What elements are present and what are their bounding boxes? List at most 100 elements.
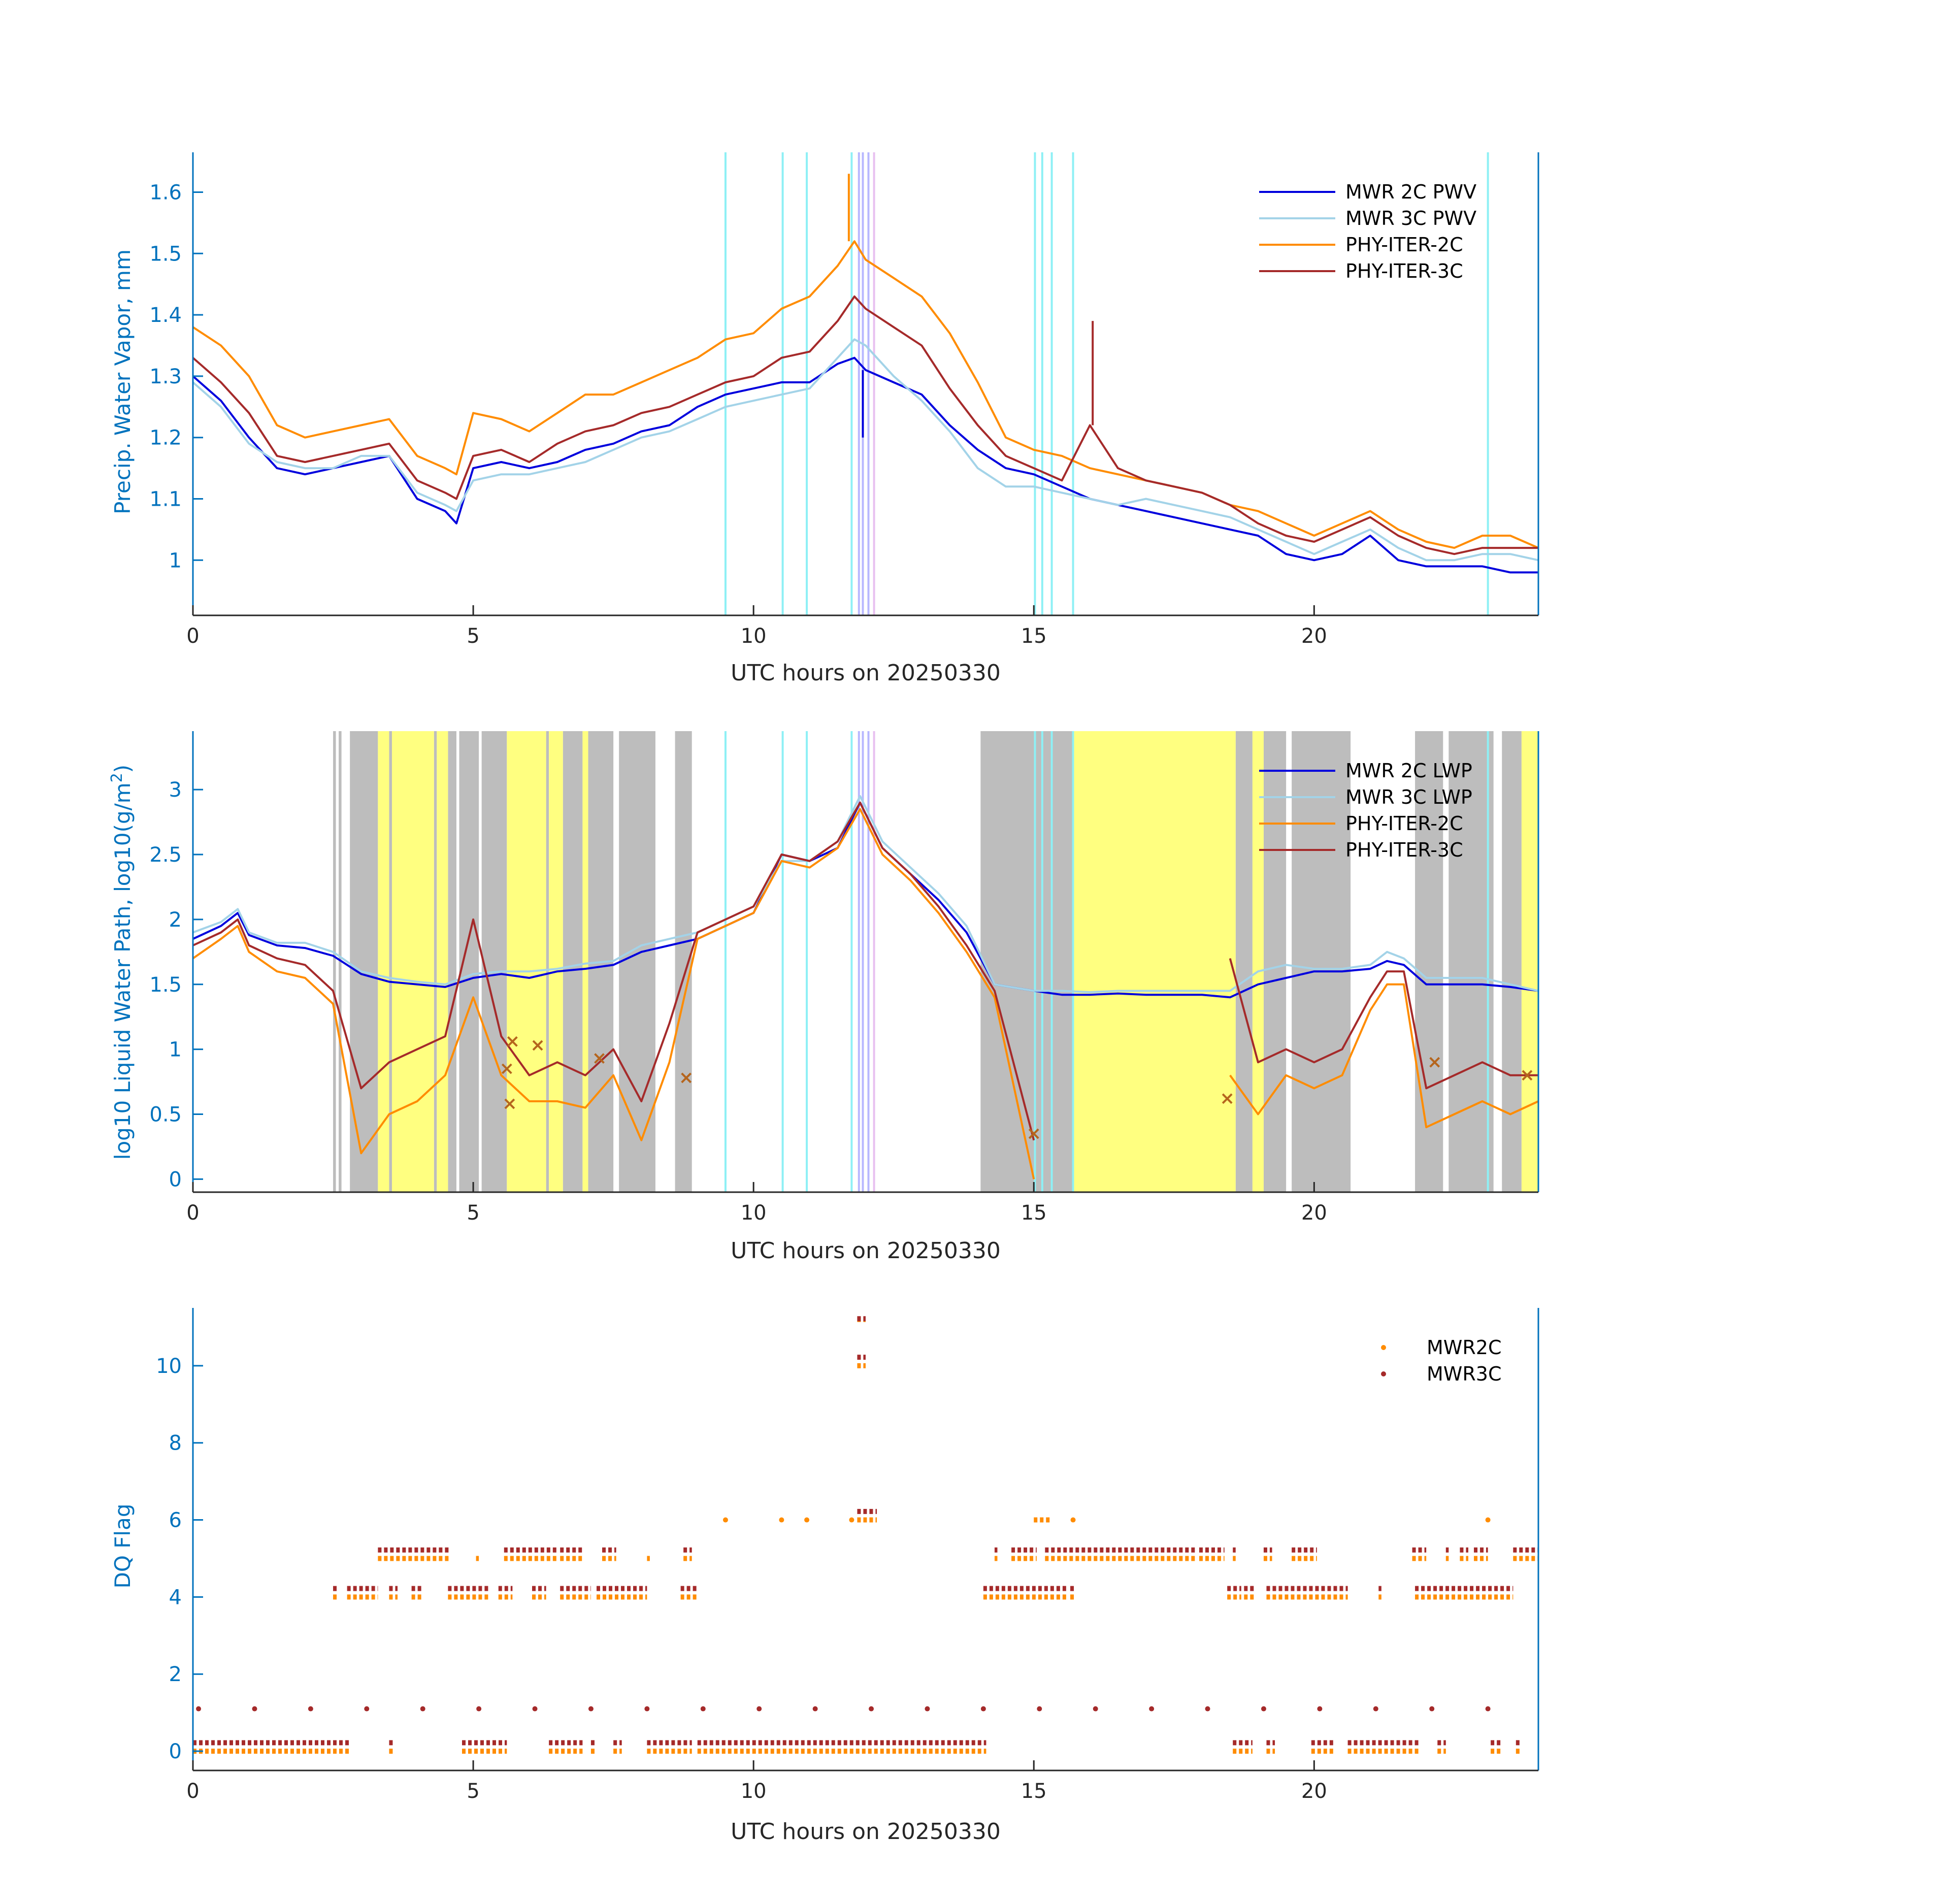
lwp-legend-label: MWR 2C LWP xyxy=(1345,760,1472,782)
lwp-x-tick-label: 15 xyxy=(1021,1201,1047,1225)
dq-point-mwr3c xyxy=(308,1706,313,1712)
lwp-gray-flag-band xyxy=(563,731,583,1192)
dq-point-mwr3c xyxy=(1037,1706,1042,1712)
pwv-x-tick-label: 15 xyxy=(1021,625,1047,648)
lwp-gray-flag-band xyxy=(481,731,507,1192)
lwp-yellow-flag-band xyxy=(437,731,448,1192)
pwv-series-mwr-2c-pwv xyxy=(193,356,1538,574)
dq-y-tick-label: 6 xyxy=(169,1509,182,1532)
lwp-x-tick-label: 10 xyxy=(741,1201,767,1225)
dq-point-mwr3c xyxy=(980,1706,986,1712)
lwp-gray-flag-band xyxy=(1415,731,1443,1192)
lwp-series-phy-iter-2c xyxy=(193,808,1538,1179)
dq-x-tick-label: 0 xyxy=(186,1780,199,1803)
lwp-y-axis-label-sup: 2 xyxy=(108,773,126,782)
dq-point-mwr3c xyxy=(756,1706,762,1712)
pwv-y-tick-label: 1 xyxy=(169,549,182,572)
lwp-gray-flag-band xyxy=(350,731,378,1192)
dq-x-tick-label: 10 xyxy=(741,1780,767,1803)
lwp-x-tick-label: 20 xyxy=(1301,1201,1327,1225)
lwp-flag-bands xyxy=(333,731,1538,1192)
dq-point-mwr3c xyxy=(1429,1706,1435,1712)
lwp-y-axis-label: log10 Liquid Water Path, log10(g/m2) xyxy=(108,765,135,1160)
dq-point-mwr2c xyxy=(804,1517,810,1523)
dq-point-mwr2c xyxy=(722,1517,728,1523)
lwp-x-marker xyxy=(1429,1057,1440,1068)
pwv-y-tick-label: 1.2 xyxy=(149,426,182,450)
lwp-y-tick-label: 0.5 xyxy=(149,1103,182,1127)
dq-point-mwr3c xyxy=(364,1706,370,1712)
dq-x-tick-label: 20 xyxy=(1301,1780,1327,1803)
dq-point-mwr3c xyxy=(925,1706,930,1712)
lwp-x-marker xyxy=(504,1098,515,1109)
lwp-yellow-flag-band xyxy=(582,731,588,1192)
lwp-y-tick-label: 1.5 xyxy=(149,973,182,997)
pwv-plot-area xyxy=(193,174,1538,574)
lwp-gray-flag-band xyxy=(1263,731,1287,1192)
lwp-gray-flag-band xyxy=(1235,731,1253,1192)
dq-legend-marker xyxy=(1381,1345,1386,1350)
dq-y-axis-label: DQ Flag xyxy=(110,1504,135,1589)
pwv-x-tick-label: 5 xyxy=(467,625,479,648)
dq-legend-label: MWR2C xyxy=(1427,1336,1501,1359)
lwp-gray-flag-band xyxy=(1502,731,1522,1192)
dq-point-mwr3c xyxy=(1149,1706,1155,1712)
dq-point-mwr3c xyxy=(644,1706,650,1712)
dq-point-mwr3c xyxy=(1093,1706,1098,1712)
lwp-gray-flag-band xyxy=(389,731,392,1192)
lwp-x-marker xyxy=(1028,1128,1039,1139)
dq-x-tick-label: 15 xyxy=(1021,1780,1047,1803)
lwp-yellow-flag-band xyxy=(391,731,434,1192)
lwp-yellow-flag-band xyxy=(1073,731,1236,1192)
lwp-y-axis-label-end: ) xyxy=(110,765,135,773)
dq-point-mwr3c xyxy=(1205,1706,1210,1712)
dq-legend: MWR2C MWR3C xyxy=(1381,1336,1501,1385)
dq-point-mwr2c xyxy=(849,1517,854,1523)
lwp-legend: MWR 2C LWP MWR 3C LWP PHY-ITER-2C PHY-ITER-… xyxy=(1259,760,1472,861)
lwp-x-tick-label: 0 xyxy=(186,1201,199,1225)
lwp-y-axis-label-main: log10 Liquid Water Path, log10(g/m xyxy=(110,782,135,1160)
pwv-y-tick-label: 1.6 xyxy=(149,181,182,205)
dq-point-mwr2c xyxy=(779,1517,784,1523)
lwp-y-tick-label: 3 xyxy=(169,778,182,802)
pwv-legend-label: MWR 3C PWV xyxy=(1345,207,1476,229)
pwv-legend: MWR 2C PWV MWR 3C PWV PHY-ITER-2C PHY-ITER-… xyxy=(1259,181,1476,282)
dq-y-tick-label: 4 xyxy=(169,1586,182,1609)
pwv-series-mwr-3c-pwv xyxy=(193,338,1538,562)
lwp-x-marker xyxy=(594,1053,605,1064)
lwp-x-axis-label: UTC hours on 20250330 xyxy=(731,1238,1001,1264)
lwp-gray-flag-band xyxy=(434,731,437,1192)
dq-y-tick-label: 0 xyxy=(169,1740,182,1763)
lwp-yellow-flag-band xyxy=(507,731,546,1192)
lwp-legend-label: MWR 3C LWP xyxy=(1345,786,1472,808)
dq-y-tick-label: 8 xyxy=(169,1432,182,1455)
pwv-x-axis-label: UTC hours on 20250330 xyxy=(731,660,1001,686)
pwv-y-tick-label: 1.4 xyxy=(149,304,182,327)
pwv-x-tick-label: 0 xyxy=(186,625,199,648)
dq-x-axis-label: UTC hours on 20250330 xyxy=(731,1819,1001,1845)
lwp-gray-flag-band xyxy=(1449,731,1494,1192)
dq-point-mwr3c xyxy=(1373,1706,1378,1712)
lwp-gray-flag-band xyxy=(1292,731,1351,1192)
lwp-legend-label: PHY-ITER-2C xyxy=(1345,812,1463,835)
lwp-x-marker xyxy=(1222,1093,1233,1104)
lwp-gray-flag-band xyxy=(333,731,336,1192)
lwp-x-marker xyxy=(1522,1070,1533,1081)
dq-point-mwr3c xyxy=(476,1706,482,1712)
dq-point-mwr3c xyxy=(812,1706,818,1712)
lwp-legend-label: PHY-ITER-3C xyxy=(1345,839,1463,861)
pwv-axes: 0 5 10 15 20 1 1.1 1.2 1.3 1.4 1.5 1.6 xyxy=(149,152,1539,648)
pwv-y-tick-label: 1.1 xyxy=(149,487,182,511)
pwv-legend-label: PHY-ITER-2C xyxy=(1345,234,1463,256)
lwp-y-tick-label: 2 xyxy=(169,908,182,932)
lwp-x-marker xyxy=(532,1040,543,1051)
dq-y-tick-label: 2 xyxy=(169,1663,182,1686)
dq-point-mwr3c xyxy=(869,1706,874,1712)
lwp-gray-flag-band xyxy=(619,731,655,1192)
dq-axes: 0 5 10 15 20 0 2 4 6 8 10 xyxy=(156,1308,1539,1803)
pwv-legend-label: PHY-ITER-3C xyxy=(1345,260,1463,282)
dq-point-mwr3c xyxy=(532,1706,538,1712)
dq-point-mwr3c xyxy=(1485,1706,1491,1712)
pwv-legend-label: MWR 2C PWV xyxy=(1345,181,1476,203)
dq-plot-area xyxy=(193,1316,1538,1754)
